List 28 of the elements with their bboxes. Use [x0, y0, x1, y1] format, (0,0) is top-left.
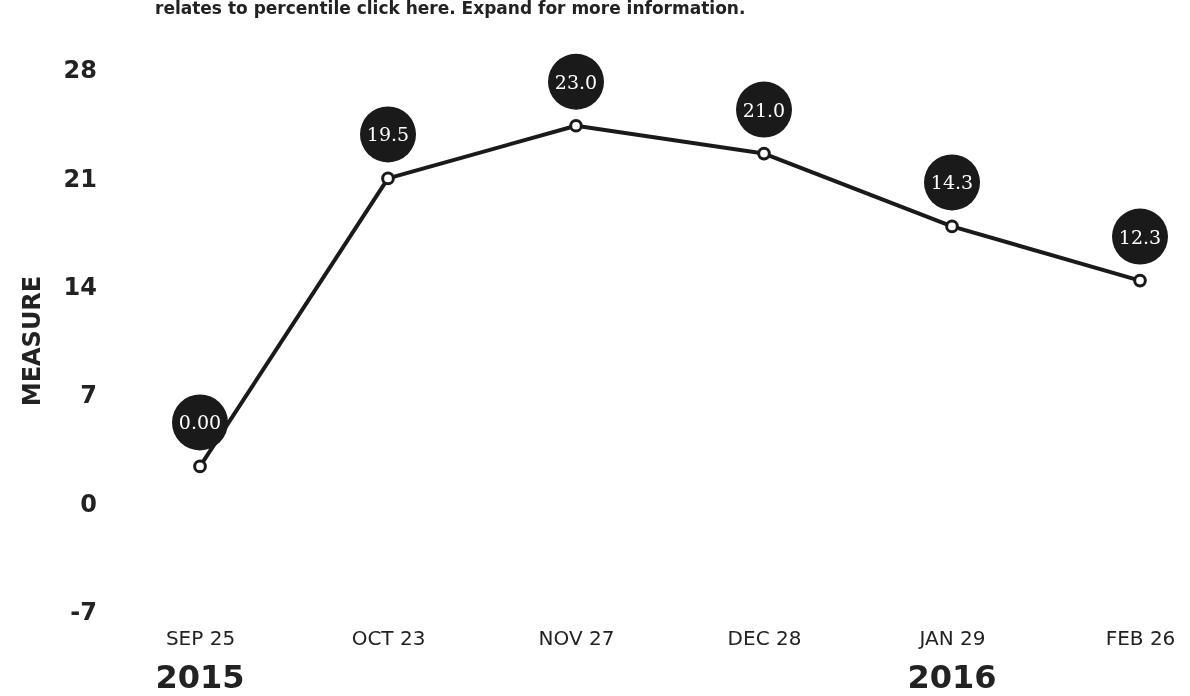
- y-tick-label: 7: [80, 381, 97, 410]
- y-tick-label: 28: [63, 56, 97, 85]
- y-tick-label: 14: [63, 272, 97, 301]
- point: [757, 146, 771, 161]
- x-tick-label: JAN 29: [917, 626, 986, 651]
- y-tick-label: -7: [70, 598, 97, 627]
- text: 21.0: [742, 98, 786, 121]
- x-tick-label: SEP 25: [165, 626, 236, 651]
- text: 19.5: [366, 123, 410, 146]
- y-tick-label: 0: [80, 489, 97, 518]
- text: 14.3: [930, 171, 974, 194]
- x-tick-label: DEC 28: [727, 626, 802, 651]
- point: [1133, 273, 1147, 288]
- x-tick-label: OCT 23: [351, 626, 426, 651]
- text: 2016: [907, 658, 997, 696]
- point: [945, 219, 959, 234]
- text: 2015: [155, 658, 245, 696]
- chart-subtitle: relates to percentile click here. Expand for more information.: [155, 0, 746, 18]
- point: [381, 171, 395, 186]
- point: [193, 459, 207, 474]
- text: 0.00: [178, 411, 222, 434]
- x-tick-label: FEB 26: [1105, 626, 1176, 651]
- text: 23.0: [554, 70, 598, 93]
- y-tick-label: 21: [63, 164, 97, 193]
- y-axis-title: MEASURE: [18, 275, 46, 407]
- text: 12.3: [1118, 225, 1162, 248]
- x-tick-label: NOV 27: [538, 626, 615, 651]
- point: [569, 118, 583, 133]
